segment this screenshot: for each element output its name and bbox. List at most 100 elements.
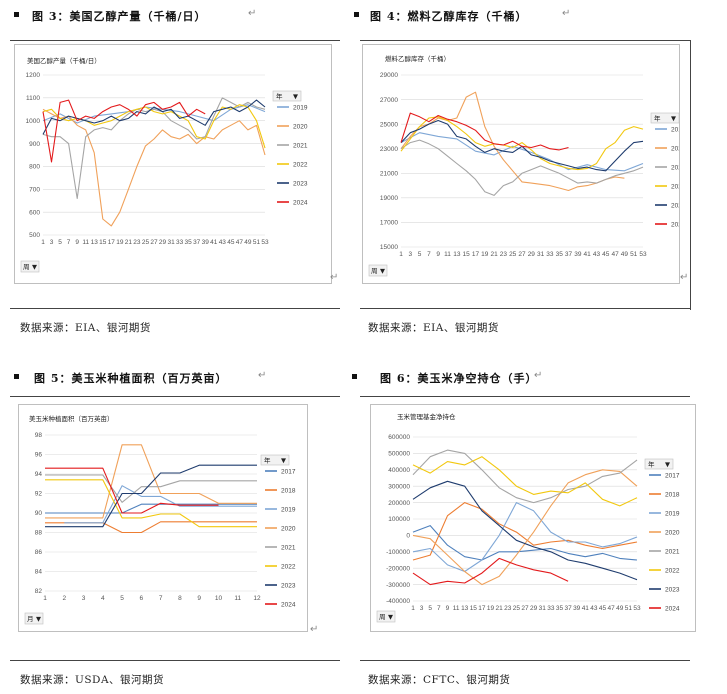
x-tick-label: 3 <box>50 239 54 246</box>
x-tick-label: 37 <box>193 239 201 246</box>
legend-title: 年 <box>264 456 271 465</box>
x-tick-label: 53 <box>261 239 269 246</box>
x-tick-label: 1 <box>399 251 403 258</box>
x-tick-label: 27 <box>518 251 526 258</box>
y-tick-label: 17000 <box>380 220 398 227</box>
series-line-2022 <box>42 104 266 149</box>
chart-title: 玉米管理基金净持仓 <box>397 412 456 421</box>
series-line-2023 <box>412 480 638 581</box>
chart-corn-net-position: 玉米管理基金净持仓 -400000 -300000 -200000 -100000 0 10… <box>370 404 696 632</box>
x-tick-label: 47 <box>611 251 619 258</box>
y-tick-label: 96 <box>35 452 43 459</box>
series-line-2024 <box>45 467 219 514</box>
x-tick-label: 7 <box>67 239 71 246</box>
y-tick-label: 700 <box>29 186 40 193</box>
top-rule-right <box>360 40 690 41</box>
series-line-2017 <box>45 503 257 514</box>
y-tick-label: 84 <box>35 569 43 576</box>
legend-label-2020: 2020 <box>281 525 296 532</box>
x-tick-label: 49 <box>244 239 252 246</box>
x-tick-label: 43 <box>590 605 598 612</box>
x-tick-label: 5 <box>418 251 422 258</box>
x-tick-label: 35 <box>556 605 564 612</box>
x-tick-label: 45 <box>227 239 235 246</box>
x-tick-label: 3 <box>408 251 412 258</box>
legend-label-2022: 2022 <box>293 161 308 168</box>
x-tick-label: 27 <box>521 605 529 612</box>
source-fig3: 数据来源：EIA、银河期货 <box>20 322 151 334</box>
legend-label-2019: 2019 <box>671 126 679 133</box>
return-mark-chart5: ↵ <box>310 624 319 635</box>
y-tick-label: 15000 <box>380 244 398 251</box>
series-line-2023 <box>45 464 257 528</box>
x-tick-label: 17 <box>472 251 480 258</box>
x-tick-label: 21 <box>496 605 504 612</box>
x-tick-label: 47 <box>608 605 616 612</box>
x-tick-label: 11 <box>453 605 460 612</box>
x-tick-label: 29 <box>530 605 538 612</box>
figure-title-4: 图 4：燃料乙醇库存（千桶） <box>370 10 528 23</box>
x-tick-label: 37 <box>565 251 573 258</box>
x-tick-label: 21 <box>490 251 498 258</box>
chart-corn-net-position-svg: 玉米管理基金净持仓 -400000 -300000 -200000 -100000 0 10… <box>376 412 680 623</box>
x-tick-label: 21 <box>125 239 133 246</box>
x-tick-label: 9 <box>197 595 201 602</box>
x-tick-label: 33 <box>176 239 184 246</box>
y-tick-label: 200000 <box>388 500 410 507</box>
x-tick-label: 49 <box>616 605 624 612</box>
y-tick-label: 800 <box>29 164 40 171</box>
bullet-fig4 <box>354 12 359 17</box>
y-tick-label: 27000 <box>380 97 398 104</box>
legend-label-2022: 2022 <box>665 567 680 574</box>
x-tick-label: 23 <box>500 251 508 258</box>
legend-label-2018: 2018 <box>281 487 296 494</box>
rule-fig6-top <box>360 396 690 397</box>
return-mark-fig5: ↵ <box>258 370 267 381</box>
y-tick-label: 900 <box>29 141 40 148</box>
figure-title-6: 图 6：美玉米净空持仓（手） <box>380 372 538 385</box>
x-tick-label: 51 <box>630 251 638 258</box>
x-tick-label: 39 <box>574 251 582 258</box>
y-tick-label: 500000 <box>388 451 410 458</box>
x-tick-label: 39 <box>573 605 581 612</box>
y-tick-label: 1100 <box>26 95 40 102</box>
series-line-2019 <box>42 104 266 124</box>
legend-filter-button <box>272 90 302 102</box>
rule-fig5-top <box>10 396 340 397</box>
series-line-2024 <box>400 112 569 151</box>
x-tick-label: 13 <box>91 239 99 246</box>
x-tick-label: 25 <box>142 239 150 246</box>
axis-filter-label: 周 <box>371 267 378 275</box>
y-tick-label: 0 <box>406 533 410 540</box>
x-tick-label: 41 <box>582 605 590 612</box>
legend-label-2024: 2024 <box>665 605 680 612</box>
chart-ethanol-inventory: 燃料乙醇库存（千桶） 15000 17000 19000 21000 23000 25000… <box>362 44 680 284</box>
axis-filter-icon: ▼ <box>388 613 393 621</box>
y-tick-label: -200000 <box>386 565 410 572</box>
legend-label-2024: 2024 <box>293 199 308 206</box>
legend-filter-button <box>644 458 674 470</box>
x-tick-label: 7 <box>427 251 431 258</box>
legend-filter-icon: ▼ <box>665 461 670 469</box>
y-tick-label: 300000 <box>388 483 410 490</box>
legend-label-2024: 2024 <box>281 601 296 608</box>
x-tick-label: 3 <box>420 605 424 612</box>
bottom-rule-left <box>10 660 340 661</box>
return-mark-chart3: ↵ <box>330 272 339 283</box>
x-tick-label: 43 <box>219 239 227 246</box>
x-tick-label: 31 <box>167 239 175 246</box>
x-tick-label: 53 <box>639 251 647 258</box>
x-tick-label: 45 <box>602 251 610 258</box>
x-tick-label: 17 <box>478 605 486 612</box>
axis-filter-icon: ▼ <box>36 615 41 623</box>
y-tick-label: 90 <box>35 510 43 517</box>
x-tick-label: 15 <box>470 605 478 612</box>
series-line-2024 <box>412 557 569 586</box>
x-tick-label: 9 <box>446 605 450 612</box>
x-tick-label: 15 <box>99 239 107 246</box>
series-line-2018 <box>412 502 638 561</box>
x-tick-label: 11 <box>444 251 451 258</box>
legend-label-2023: 2023 <box>671 202 679 209</box>
source-fig4: 数据来源：EIA、银河期货 <box>368 322 499 334</box>
